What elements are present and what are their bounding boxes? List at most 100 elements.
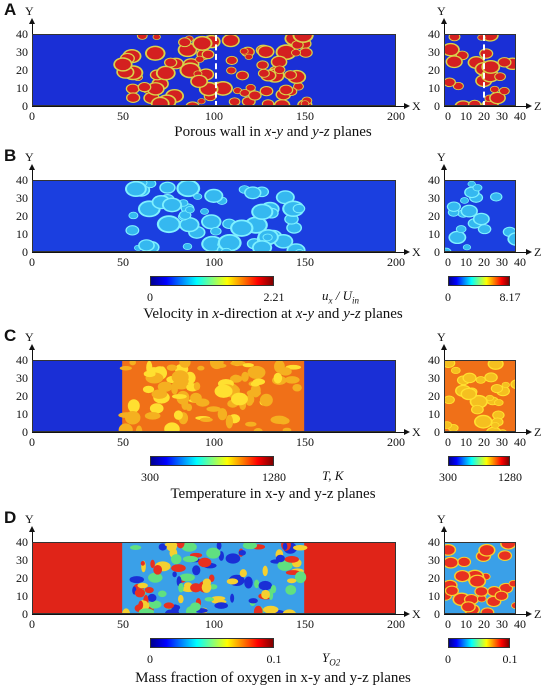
- temperature-blob: [284, 376, 300, 384]
- side-y-tick-label: 20: [428, 63, 440, 77]
- field-blob: [272, 56, 286, 67]
- x-tick-label: 200: [387, 617, 405, 631]
- y-axis-title: Y: [25, 512, 34, 526]
- panel-caption: Temperature in x-y and y-z planes: [0, 486, 546, 503]
- panel-letter: B: [4, 146, 17, 165]
- field-blob: [152, 98, 168, 105]
- side-colorbar-min-label: 0: [445, 290, 451, 304]
- x-tick-label: 0: [29, 109, 35, 123]
- field-blob: [453, 82, 463, 90]
- field-blob: [195, 56, 204, 63]
- field-blob: [294, 35, 312, 42]
- temperature-blob: [176, 377, 189, 386]
- oxygen-blob: [178, 594, 184, 604]
- x-tick-label: 100: [205, 109, 223, 123]
- field-pattern: [33, 181, 395, 251]
- side-y-tick-label: 10: [428, 81, 440, 95]
- colorbar-symbol-subscript: x: [328, 295, 333, 306]
- field-blob: [145, 181, 156, 188]
- z-tick-label: 40: [514, 255, 526, 269]
- panel-letter: C: [4, 326, 17, 345]
- colorbar-max-label: 2.21: [263, 290, 285, 304]
- field-blob: [501, 543, 515, 549]
- temperature-blob: [144, 412, 161, 420]
- field-blob: [183, 243, 192, 250]
- center-dashed-line: [215, 35, 217, 105]
- temperature-blob: [173, 410, 183, 420]
- oxygen-blob: [263, 605, 279, 613]
- z-axis-arrow-icon: [526, 103, 532, 109]
- field-blob: [463, 373, 476, 383]
- oxygen-blob: [147, 593, 157, 602]
- z-tick-label: 0: [445, 617, 451, 631]
- oxygen-blob: [153, 565, 163, 575]
- field-blob: [202, 215, 220, 228]
- z-tick-label: 0: [445, 255, 451, 269]
- x-axis-arrow-icon: [404, 611, 410, 617]
- field-blob: [462, 602, 475, 612]
- field-blob: [138, 83, 151, 92]
- colorbar-symbol: T: [322, 468, 329, 483]
- z-axis-arrow-icon: [526, 429, 532, 435]
- field-blob: [285, 71, 296, 79]
- field-blob: [500, 583, 512, 593]
- x-axis-title: X: [412, 245, 421, 259]
- field-blob: [277, 191, 294, 203]
- side-colorbar-max-label: 8.17: [499, 290, 521, 304]
- x-tick-label: 50: [117, 617, 129, 631]
- field-blob: [249, 91, 261, 100]
- y-axis-arrow-icon: [29, 164, 35, 170]
- z-tick-label: 10: [460, 109, 472, 123]
- z-tick-label: 0: [445, 109, 451, 123]
- oxygen-blob: [129, 576, 145, 584]
- y-tick-label: 30: [16, 371, 28, 385]
- field-blob: [456, 101, 470, 105]
- temperature-blob: [246, 394, 255, 405]
- field-blob: [473, 184, 482, 191]
- y-tick-label: 10: [16, 407, 28, 421]
- field-blob: [495, 591, 508, 600]
- field-blob: [511, 380, 515, 388]
- field-blob: [491, 422, 499, 428]
- field-blob: [502, 382, 510, 388]
- z-tick-label: 30: [496, 617, 508, 631]
- oxygen-blob: [158, 543, 167, 551]
- oxygen-blob: [172, 571, 177, 578]
- field-blob: [456, 225, 466, 233]
- temperature-blob: [242, 363, 254, 368]
- field-blob: [274, 66, 285, 74]
- field-blob: [165, 58, 177, 67]
- oxygen-blob: [206, 547, 221, 559]
- field-blob: [498, 58, 511, 67]
- oxygen-blob: [137, 582, 148, 589]
- caption-part: Temperature in x-y and y-z planes: [170, 486, 376, 502]
- colorbar-symbol-tail-subscript: in: [352, 295, 360, 306]
- z-tick-label: 20: [478, 109, 490, 123]
- oxygen-blob: [138, 600, 144, 610]
- field-blob: [509, 580, 515, 587]
- oxygen-blob: [190, 602, 201, 612]
- temperature-blob: [292, 383, 302, 392]
- temperature-blob: [179, 361, 191, 368]
- temperature-blob: [214, 384, 233, 398]
- caption-part: x: [212, 306, 220, 322]
- oxygen-blob: [230, 593, 235, 603]
- field-blob: [180, 218, 198, 231]
- z-axis-arrow-icon: [526, 611, 532, 617]
- oxygen-blob: [275, 554, 285, 563]
- field-blob: [178, 181, 198, 196]
- field-blob: [160, 182, 175, 193]
- field-blob: [300, 48, 312, 57]
- y-tick-label: 10: [16, 589, 28, 603]
- field-blob: [260, 87, 273, 96]
- field-blob: [179, 38, 191, 47]
- side-y-tick-label: 10: [428, 589, 440, 603]
- panel-caption: Porous wall in x-y and y-z planes: [0, 124, 546, 141]
- field-blob: [126, 226, 139, 235]
- temperature-blob: [157, 381, 173, 392]
- x-axis-arrow-icon: [404, 103, 410, 109]
- caption-part: -direction at: [219, 306, 296, 322]
- field-blob: [448, 202, 460, 211]
- field-pattern: [33, 361, 395, 431]
- colorbar-quantity-label: ux / Uin: [322, 288, 359, 306]
